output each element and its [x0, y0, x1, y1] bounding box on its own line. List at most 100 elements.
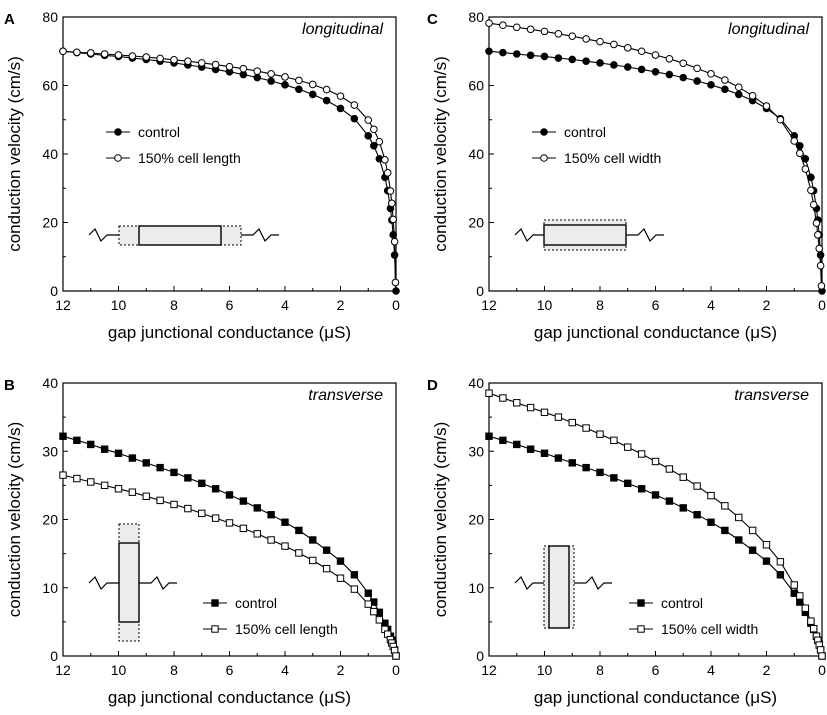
y-tick-label: 20: [468, 215, 484, 231]
data-point-control: [513, 440, 521, 449]
y-tick-label: 40: [468, 146, 484, 162]
data-point-control: [554, 54, 563, 62]
series-line-modified: [62, 474, 397, 657]
data-point-control: [679, 73, 688, 82]
inset-resistor-right: [139, 575, 177, 591]
data-point-control: [128, 454, 137, 462]
x-tick-label: 10: [111, 662, 127, 678]
x-axis-title: gap junctional conductance (μS): [534, 688, 777, 707]
data-point-modified: [721, 502, 729, 510]
data-point-modified: [790, 137, 799, 145]
data-point-modified: [350, 101, 359, 109]
data-point-modified: [267, 70, 275, 78]
data-point-control: [364, 589, 372, 597]
data-point-modified: [142, 53, 151, 61]
data-point-control: [198, 479, 206, 488]
legend-marker: [637, 599, 645, 607]
y-tick-label: 10: [468, 580, 484, 596]
data-point-modified: [801, 165, 810, 173]
data-point-control: [239, 497, 248, 505]
data-point-modified: [114, 485, 123, 493]
x-tick-label: 4: [707, 297, 715, 313]
data-point-modified: [239, 524, 248, 533]
data-point-modified: [87, 478, 95, 486]
data-point-modified: [693, 64, 701, 73]
data-point-modified: [59, 471, 67, 479]
data-point-modified: [776, 558, 785, 566]
data-point-control: [499, 48, 507, 57]
data-point-control: [707, 518, 715, 526]
y-tick-label: 0: [476, 283, 484, 299]
data-point-modified: [336, 574, 345, 582]
x-tick-label: 0: [392, 662, 400, 678]
data-point-control: [540, 449, 549, 457]
y-tick-label: 10: [42, 580, 58, 596]
x-tick-label: 4: [707, 662, 715, 678]
x-tick-label: 6: [226, 662, 234, 678]
x-tick-label: 4: [281, 662, 289, 678]
data-point-modified: [392, 652, 400, 660]
data-point-control: [734, 90, 743, 99]
x-tick-label: 2: [763, 662, 771, 678]
y-axis-title: conduction velocity (cm/s): [431, 422, 450, 618]
data-point-modified: [816, 646, 825, 654]
data-point-modified: [128, 52, 137, 60]
y-tick-label: 60: [468, 78, 484, 94]
data-point-modified: [610, 436, 618, 445]
data-point-modified: [809, 625, 818, 633]
x-tick-label: 12: [481, 662, 497, 678]
data-point-modified: [762, 102, 771, 110]
data-point-modified: [114, 51, 123, 59]
data-point-control: [253, 504, 261, 512]
data-point-modified: [817, 282, 826, 290]
data-point-control: [100, 445, 109, 453]
data-point-modified: [776, 115, 785, 124]
data-point-modified: [73, 474, 81, 483]
data-point-control: [776, 571, 785, 579]
y-tick-label: 80: [42, 9, 58, 25]
data-point-control: [309, 536, 317, 544]
data-point-modified: [801, 604, 810, 612]
panel-letter: D: [427, 377, 438, 394]
data-point-modified: [211, 514, 220, 522]
data-point-modified: [721, 76, 729, 84]
data-point-modified: [651, 457, 660, 466]
inset-cell: [118, 542, 140, 623]
panel-title: longitudinal: [728, 21, 809, 38]
data-point-control: [637, 65, 646, 74]
data-point-modified: [225, 62, 234, 71]
data-point-control: [389, 231, 398, 239]
data-point-modified: [582, 35, 590, 43]
data-point-modified: [170, 56, 178, 64]
data-point-modified: [350, 585, 359, 593]
data-point-control: [350, 571, 359, 579]
data-point-control: [721, 526, 729, 535]
data-point-control: [651, 491, 660, 499]
x-tick-label: 12: [55, 297, 71, 313]
data-point-control: [390, 251, 399, 259]
data-point-modified: [623, 44, 632, 52]
data-point-modified: [281, 542, 289, 550]
legend-marker: [114, 154, 122, 162]
legend-label: 150% cell width: [564, 150, 661, 166]
data-point-modified: [707, 491, 715, 500]
data-point-control: [526, 51, 535, 60]
data-point-control: [184, 474, 192, 482]
data-point-modified: [762, 541, 771, 549]
data-point-control: [295, 526, 303, 535]
data-point-modified: [596, 37, 604, 46]
data-point-modified: [816, 261, 825, 270]
x-tick-label: 12: [481, 297, 497, 313]
series-line-control: [62, 435, 397, 657]
legend-label: 150% cell width: [661, 621, 758, 637]
data-point-control: [267, 511, 275, 519]
data-point-modified: [156, 496, 164, 505]
data-point-modified: [100, 481, 109, 490]
data-point-control: [350, 114, 359, 123]
inset-cell: [548, 545, 570, 629]
y-tick-label: 80: [468, 9, 484, 25]
data-point-modified: [198, 509, 206, 518]
